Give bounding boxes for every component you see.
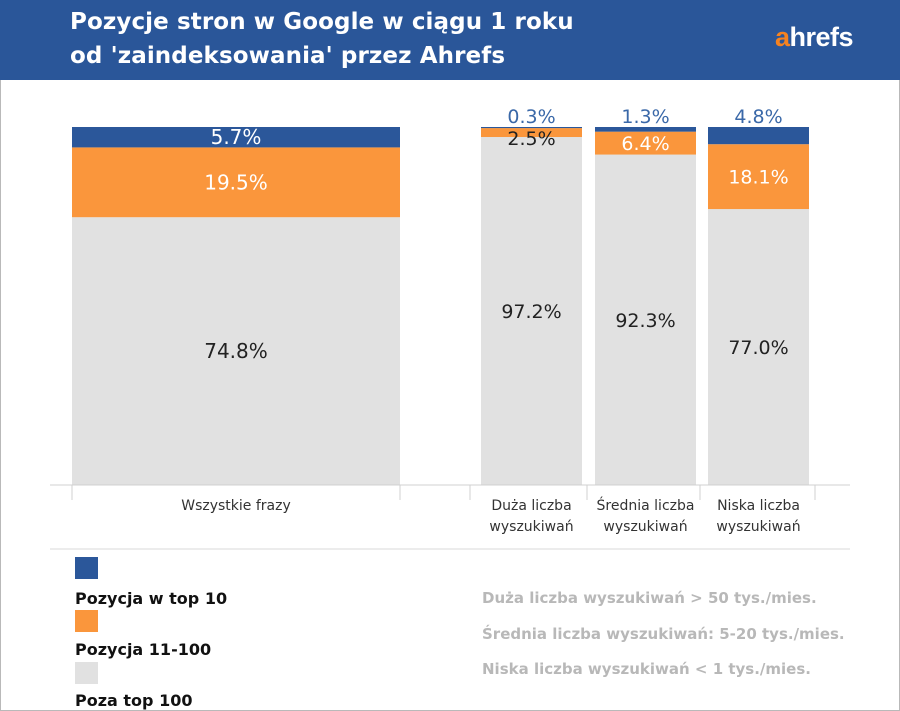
logo-accent-letter: a [775, 22, 790, 52]
bar-segment-3-3 [595, 127, 696, 132]
legend-label-11-100: Pozycja 11-100 [75, 640, 212, 659]
note-high-volume: Duża liczba wyszukiwań > 50 tys./mies. [482, 589, 817, 607]
bar-segment-4-2 [708, 144, 809, 210]
category-label-2-line-1: Duża liczba [491, 498, 571, 514]
bar-segment-1-2 [72, 147, 400, 218]
data-label-3-1: 92.3% [615, 310, 675, 332]
bar-segment-2-1 [481, 137, 582, 486]
category-label-3-line-1: Średnia liczba [597, 496, 695, 514]
bar-segment-4-1 [708, 209, 809, 485]
category-label-4-line-1: Niska liczba [717, 498, 800, 514]
logo-rest-text: hrefs [789, 22, 854, 52]
chart-title-line-2: od 'zaindeksowania' przez Ahrefs [70, 43, 506, 69]
data-label-2-2: 2.5% [507, 128, 555, 150]
data-label-3-3: 1.3% [621, 106, 669, 128]
bar-segment-2-2 [481, 128, 582, 138]
data-label-2-3: 0.3% [507, 106, 555, 128]
bar-segment-1-1 [72, 217, 400, 485]
legend-label-top10: Pozycja w top 10 [75, 589, 228, 608]
ahrefs-logo: ahrefs [775, 22, 854, 53]
legend-label-beyond-100: Poza top 100 [75, 691, 193, 710]
category-label-4-line-2: wyszukiwań [716, 519, 800, 535]
data-label-1-3: 5.7% [211, 125, 262, 149]
data-label-4-3: 4.8% [734, 106, 782, 128]
note-low-volume: Niska liczba wyszukiwań < 1 tys./mies. [482, 660, 811, 678]
bar-segment-3-2 [595, 131, 696, 155]
data-label-3-2: 6.4% [621, 133, 669, 155]
legend-swatch-beyond-100 [75, 662, 98, 684]
category-label-2-line-2: wyszukiwań [489, 519, 573, 535]
axis-group: Wszystkie frazy Duża liczba wyszukiwań Śred… [50, 484, 850, 550]
header-banner: Pozycje stron w Google w ciągu 1 roku od… [0, 0, 900, 80]
chart-title-line-1: Pozycje stron w Google w ciągu 1 roku [70, 9, 574, 35]
data-label-1-1: 74.8% [204, 339, 268, 363]
data-label-1-2: 19.5% [204, 170, 268, 194]
bar-segment-2-3 [481, 127, 582, 129]
data-label-2-1: 97.2% [501, 301, 561, 323]
legend-swatch-11-100 [75, 610, 98, 632]
data-label-4-1: 77.0% [728, 337, 788, 359]
note-medium-volume: Średnia liczba wyszukiwań: 5-20 tys./mie… [482, 625, 845, 643]
bars-group: 74.8% 19.5% 5.7% 97.2% 2.5%0.3% 92.3% 6.4% 1.3%… [72, 106, 809, 486]
bar-segment-4-3 [708, 127, 809, 145]
bar-segment-1-3 [72, 127, 400, 148]
data-label-4-2: 18.1% [728, 167, 788, 189]
bar-segment-3-1 [595, 154, 696, 486]
legend-swatch-top10 [75, 557, 98, 579]
category-label-1-line-1: Wszystkie frazy [181, 498, 291, 514]
category-label-3-line-2: wyszukiwań [603, 519, 687, 535]
